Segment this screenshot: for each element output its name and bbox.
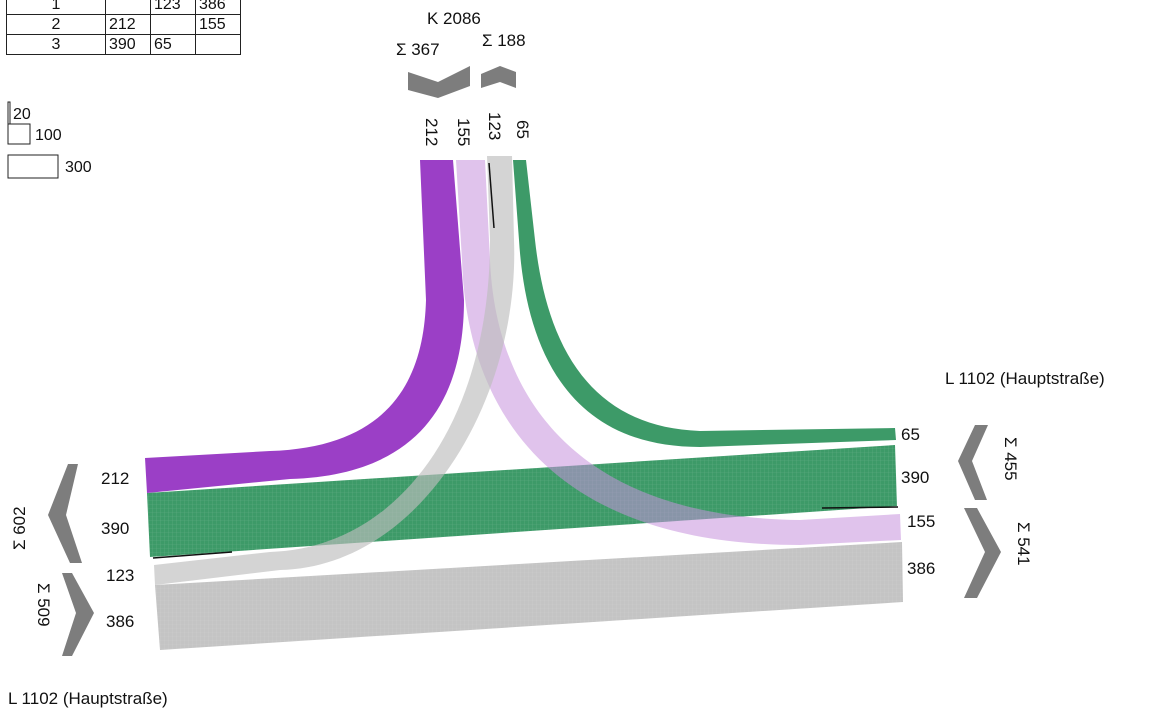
flow-east-to-north [513,160,896,447]
north-sum-out: Σ 188 [482,31,526,50]
east-outbound-arrow [964,508,1001,598]
scale-box-20 [7,101,11,125]
west-lane-label: 390 [101,519,129,538]
lane-divider [152,551,233,559]
scale-label-100: 100 [35,127,62,144]
east-inbound-arrow [958,425,988,500]
west-lane-label: 212 [101,469,129,488]
flow-band-west-to-east-texture [155,542,903,650]
east-lane-label: 65 [901,425,920,444]
east-sum-out: Σ 541 [1014,522,1033,566]
north-outbound-arrow [481,66,516,88]
scale-box-300 [7,154,59,179]
east-lane-label: 390 [901,468,929,487]
od-matrix: 1 123 386 2 212 155 3 390 65 [6,0,241,55]
od-matrix-row: 3 390 65 [6,34,241,55]
north-sum-in: Σ 367 [396,40,440,59]
west-outbound-arrow [62,573,94,656]
west-lane-label: 123 [106,566,134,585]
east-lane-label: 155 [907,512,935,531]
flow-north-to-west [145,160,464,493]
east-lane-label: 386 [907,559,935,578]
od-matrix-row: 1 123 386 [6,0,241,15]
north-lane-label: 155 [454,118,473,146]
north-lane-label: 212 [422,118,441,146]
lane-divider [488,162,495,229]
scale-legend: 20 100 300 [7,101,92,179]
scale-label-20: 20 [13,106,31,123]
north-lane-label: 123 [485,112,504,140]
flow-west-to-east [155,542,903,650]
od-matrix-row: 2 212 155 [6,14,241,35]
lane-divider [821,506,899,509]
north-inbound-arrow [408,66,470,98]
west-sum-out: Σ 509 [34,583,53,627]
flow-east-to-west [147,445,897,557]
matrix-cell: 65 [150,34,196,55]
scale-box-100 [7,123,31,145]
west-lane-label: 386 [106,612,134,631]
scale-label-300: 300 [65,159,92,176]
flow-west-to-north [154,156,515,585]
north-lane-label: 65 [513,120,532,139]
flow-north-to-east [456,160,901,545]
matrix-cell: 386 [195,0,241,15]
east-road-name: L 1102 (Hauptstraße) [945,369,1105,388]
west-inbound-arrow [48,464,82,563]
matrix-cell [195,34,241,55]
matrix-cell: 390 [105,34,151,55]
north-road-name: K 2086 [427,9,481,28]
west-road-name: L 1102 (Hauptstraße) [8,689,168,708]
flow-band-east-to-west-texture [147,445,897,557]
east-sum-in: Σ 455 [1001,437,1020,481]
west-sum-in: Σ 602 [10,506,29,550]
